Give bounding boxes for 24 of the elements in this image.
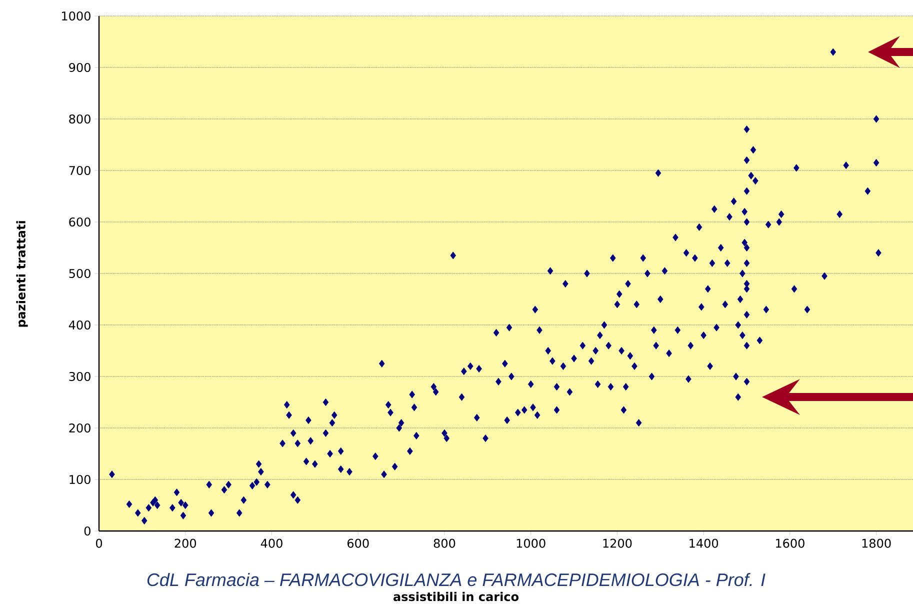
x-tick-label: 200 bbox=[174, 538, 196, 548]
y-tick-label: 900 bbox=[69, 62, 90, 72]
x-tick-label: 1200 bbox=[603, 538, 632, 548]
x-tick-label: 400 bbox=[260, 538, 282, 548]
y-tick-label: 800 bbox=[69, 114, 90, 124]
x-tick-label: 800 bbox=[434, 538, 456, 548]
y-tick-label: 200 bbox=[69, 423, 90, 433]
y-tick-label: 300 bbox=[69, 372, 90, 382]
x-tick-label: 1600 bbox=[776, 538, 804, 548]
y-tick-label: 100 bbox=[70, 474, 90, 484]
x-axis-title: assistibili in carico bbox=[394, 592, 519, 602]
y-tick-label: 1000 bbox=[62, 11, 90, 21]
x-tick-label: 1400 bbox=[690, 538, 718, 548]
y-tick-label: 0 bbox=[84, 526, 90, 536]
y-tick-label: 600 bbox=[69, 217, 90, 227]
x-tick-label: 600 bbox=[348, 538, 369, 548]
y-axis-title: pazienti trattati bbox=[16, 221, 28, 327]
y-tick-label: 500 bbox=[69, 268, 90, 278]
y-tick-label: 700 bbox=[69, 166, 90, 176]
text: CdL Farmacia – FARMACOVIGILANZA e FARMACEPIDEMIOLOGIA - Prof. I bbox=[147, 572, 766, 586]
x-tick-label: 1000 bbox=[516, 538, 546, 548]
y-tick-label: 400 bbox=[68, 320, 90, 330]
x-tick-label: 1800 bbox=[862, 538, 891, 548]
x-tick-label: 0 bbox=[96, 538, 102, 548]
